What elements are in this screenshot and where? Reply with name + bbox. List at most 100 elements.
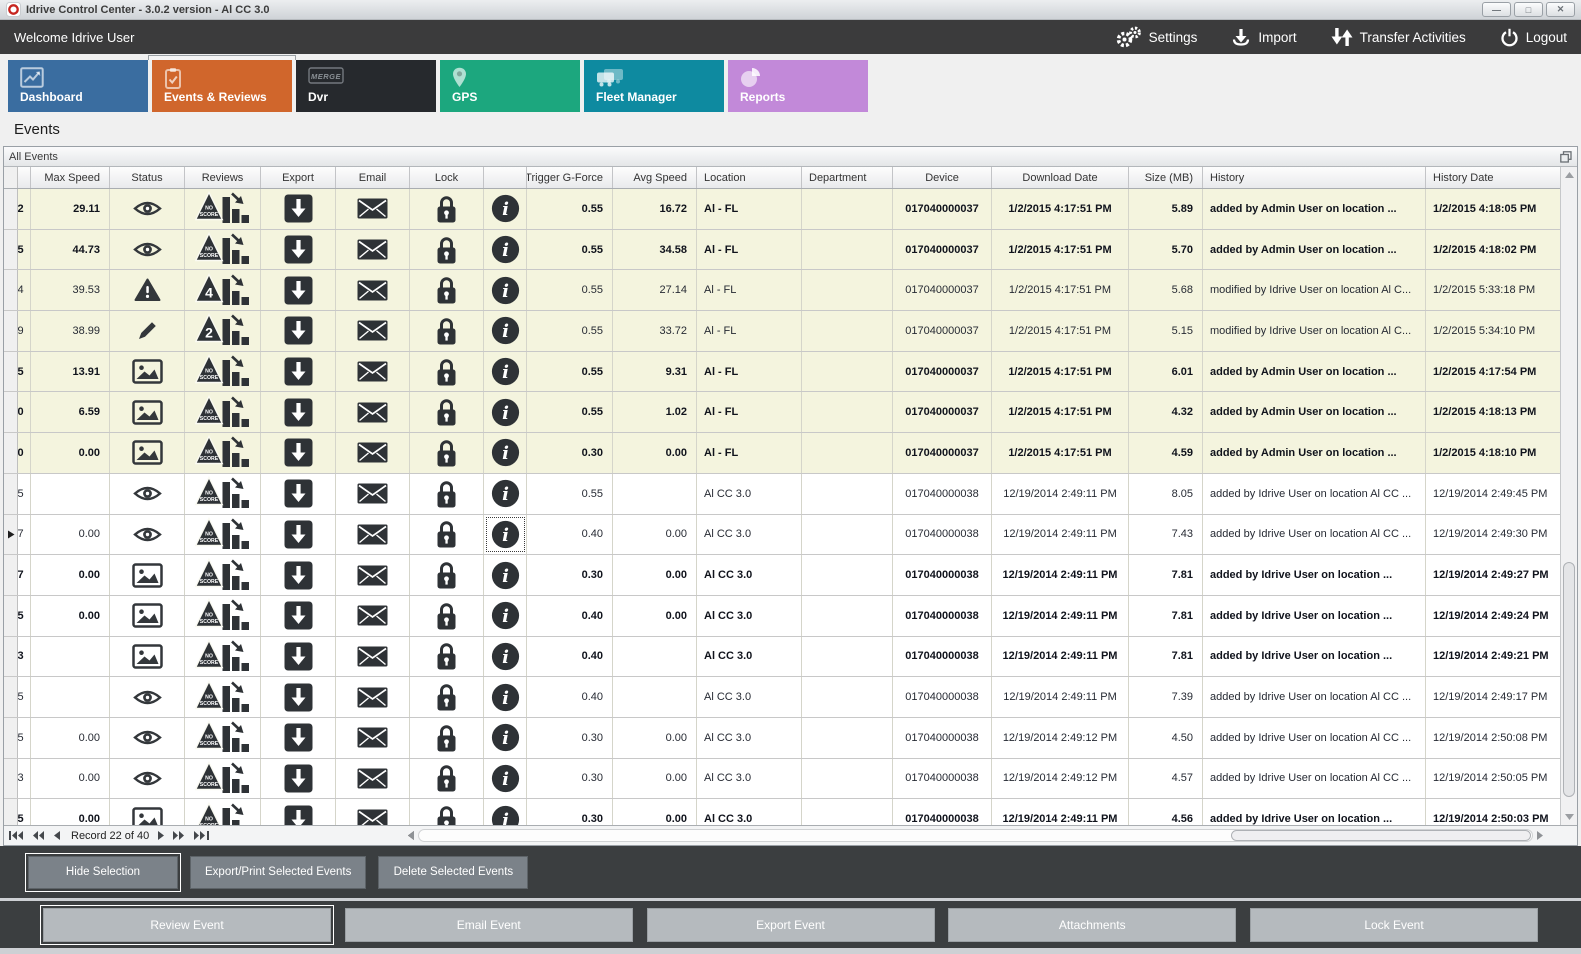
lock-cell[interactable]	[410, 270, 484, 311]
column-header-history[interactable]: History	[1203, 167, 1426, 188]
table-row[interactable]: 4 39.53 4 i 0.55 27.14 Al - FL 017040000037 1/2/…	[4, 270, 1577, 312]
export-cell[interactable]	[261, 717, 336, 758]
lock-icon[interactable]	[434, 194, 459, 224]
minimize-button[interactable]: —	[1482, 2, 1511, 17]
info-cell[interactable]: i	[484, 473, 527, 514]
close-button[interactable]: ✕	[1546, 2, 1575, 17]
email-icon[interactable]	[357, 768, 388, 789]
tab-fleet-manager[interactable]: Fleet Manager	[584, 60, 724, 112]
email-cell[interactable]	[336, 799, 410, 825]
email-cell[interactable]	[336, 514, 410, 555]
export-icon[interactable]	[284, 642, 313, 671]
export-icon[interactable]	[284, 764, 313, 793]
column-header-info[interactable]	[484, 167, 527, 188]
table-row[interactable]: 9 38.99 2 i 0.55 33.72 Al - FL 017040000037 1/2/…	[4, 311, 1577, 352]
export-icon[interactable]	[284, 561, 313, 590]
column-header-download_date[interactable]: Download Date	[992, 167, 1129, 188]
review-cell[interactable]: 2	[185, 311, 261, 351]
info-cell[interactable]: i	[484, 229, 527, 270]
horizontal-scroll-thumb[interactable]	[1231, 830, 1531, 841]
email-cell[interactable]	[336, 229, 410, 270]
table-row[interactable]: 0 0.00 NO SCORE i 0.30 0.00 Al - FL 017040000037…	[4, 433, 1577, 474]
email-cell[interactable]	[336, 758, 410, 799]
email-cell[interactable]	[336, 636, 410, 677]
nav-first-button[interactable]	[9, 831, 24, 840]
table-row[interactable]: 7 0.00 NO SCORE i 0.40 0.00 Al CC 3.0 0170400000…	[4, 514, 1577, 556]
attachments-button[interactable]: Attachments	[948, 907, 1237, 942]
info-cell[interactable]: i	[484, 799, 527, 825]
export-cell[interactable]	[261, 799, 336, 825]
lock-icon[interactable]	[434, 763, 459, 793]
export-cell[interactable]	[261, 595, 336, 636]
nav-next-page-button[interactable]	[173, 831, 185, 840]
info-icon[interactable]: i	[491, 561, 520, 590]
info-cell[interactable]: i	[484, 351, 527, 392]
info-icon[interactable]: i	[491, 805, 520, 825]
info-cell[interactable]: i	[484, 311, 527, 351]
scroll-up-icon[interactable]	[1561, 167, 1577, 183]
table-row[interactable]: 2 29.11 NO SCORE i 0.55 16.72 Al - FL 0170400000…	[4, 189, 1577, 230]
export-cell[interactable]	[261, 473, 336, 514]
table-row[interactable]: 5 0.00 NO SCORE i 0.40 0.00 Al CC 3.0 0170400000…	[4, 595, 1577, 637]
column-header-avg_speed[interactable]: Avg Speed	[613, 167, 697, 188]
export-icon[interactable]	[284, 194, 313, 223]
lock-icon[interactable]	[434, 723, 459, 753]
review-score-icon[interactable]: 2	[195, 312, 250, 349]
lock-cell[interactable]	[410, 514, 484, 555]
export-icon[interactable]	[284, 398, 313, 427]
info-icon[interactable]: i	[491, 764, 520, 793]
info-cell[interactable]: i	[484, 189, 527, 229]
email-icon[interactable]	[357, 280, 388, 301]
email-cell[interactable]	[336, 189, 410, 229]
export-icon[interactable]	[284, 276, 313, 305]
export-cell[interactable]	[261, 636, 336, 677]
lock-icon[interactable]	[434, 235, 459, 265]
info-icon[interactable]: i	[491, 479, 520, 508]
info-icon[interactable]: i	[491, 194, 520, 223]
table-row[interactable]: 5 NO SCORE i 0.55 Al CC 3.0 017040000038 12/19/…	[4, 473, 1577, 515]
lock-cell[interactable]	[410, 555, 484, 595]
export-cell[interactable]	[261, 392, 336, 433]
email-icon[interactable]	[357, 809, 388, 825]
table-row[interactable]: 0 6.59 NO SCORE i 0.55 1.02 Al - FL 017040000037…	[4, 392, 1577, 434]
export-icon[interactable]	[284, 723, 313, 752]
email-icon[interactable]	[357, 320, 388, 341]
lock-cell[interactable]	[410, 636, 484, 677]
lock-cell[interactable]	[410, 473, 484, 514]
email-event-button[interactable]: Email Event	[344, 907, 633, 942]
tab-gps[interactable]: GPS	[440, 60, 580, 112]
email-cell[interactable]	[336, 595, 410, 636]
lock-icon[interactable]	[434, 560, 459, 590]
lock-icon[interactable]	[434, 682, 459, 712]
info-cell[interactable]: i	[484, 595, 527, 636]
export-cell[interactable]	[261, 270, 336, 311]
column-header-device[interactable]: Device	[893, 167, 992, 188]
review-event-button[interactable]: Review Event	[40, 904, 334, 945]
export-cell[interactable]	[261, 677, 336, 717]
export-icon[interactable]	[284, 357, 313, 386]
lock-cell[interactable]	[410, 351, 484, 392]
info-icon[interactable]: i	[491, 438, 520, 467]
column-header-location[interactable]: Location	[697, 167, 802, 188]
settings-button[interactable]: Settings	[1115, 26, 1197, 49]
import-button[interactable]: Import	[1231, 27, 1297, 47]
info-cell[interactable]: i	[484, 717, 527, 758]
export-icon[interactable]	[284, 479, 313, 508]
info-icon[interactable]: i	[491, 642, 520, 671]
info-cell[interactable]: i	[484, 636, 527, 677]
email-icon[interactable]	[357, 646, 388, 667]
export-cell[interactable]	[261, 229, 336, 270]
email-icon[interactable]	[357, 483, 388, 504]
